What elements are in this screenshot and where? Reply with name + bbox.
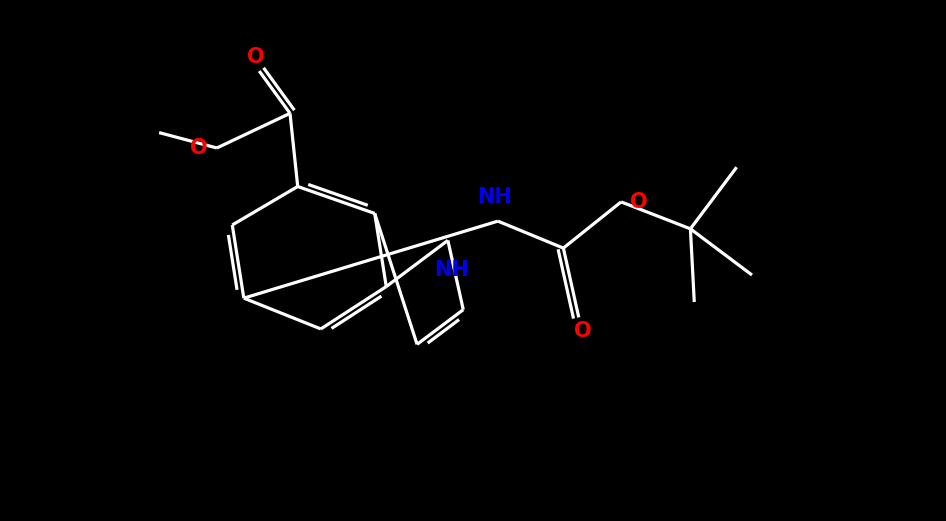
Text: O: O	[574, 321, 591, 341]
Text: O: O	[247, 47, 264, 67]
Text: NH: NH	[434, 259, 469, 280]
Text: NH: NH	[477, 187, 512, 207]
Text: O: O	[190, 138, 207, 158]
Text: O: O	[630, 192, 648, 212]
